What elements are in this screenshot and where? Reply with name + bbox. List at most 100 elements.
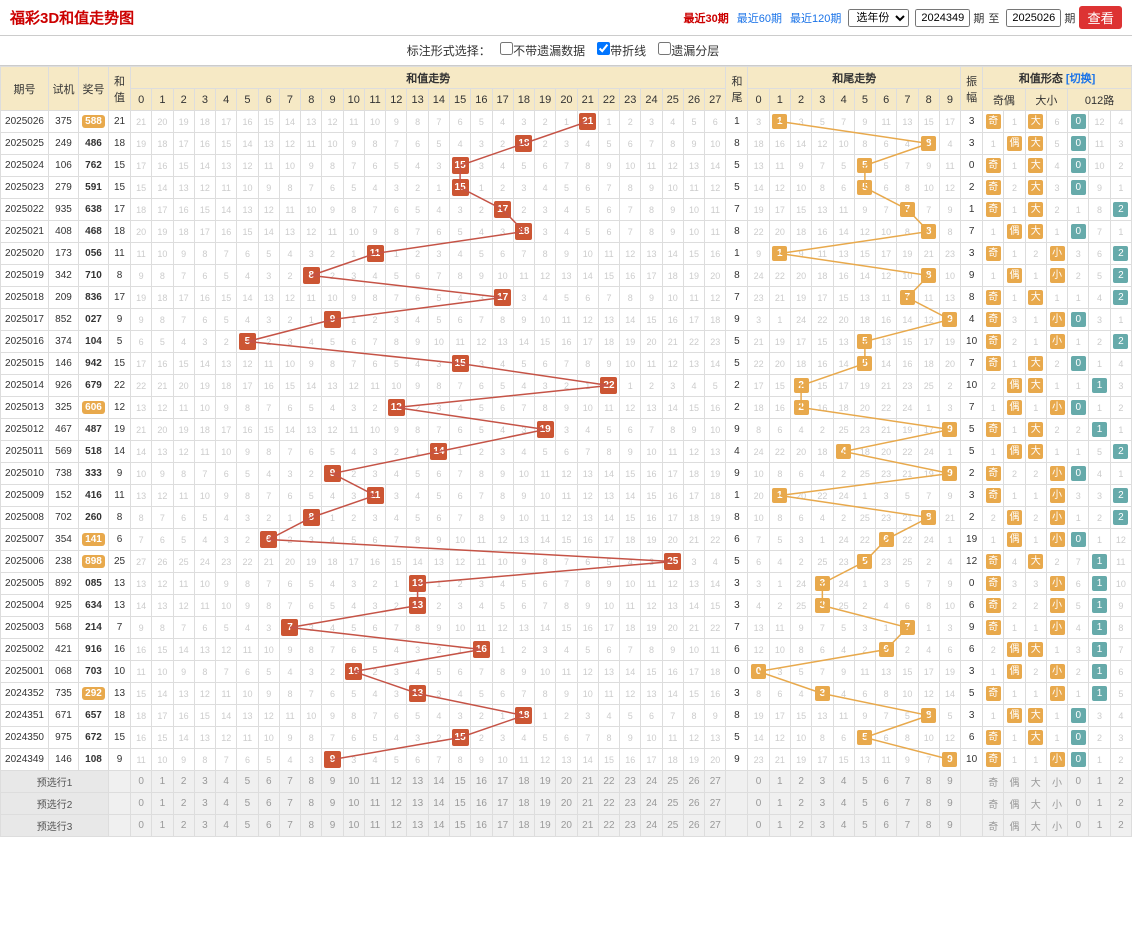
- pat-odd-miss: 1: [983, 529, 1004, 551]
- trend-miss: 12: [152, 573, 173, 595]
- option-0[interactable]: 不带遗漏数据: [500, 44, 585, 58]
- period-link-2[interactable]: 最近120期: [790, 13, 841, 25]
- trend-miss: 12: [216, 639, 237, 661]
- period-link-1[interactable]: 最近60期: [737, 13, 782, 25]
- from-issue-input[interactable]: [915, 9, 970, 27]
- trend-miss: 9: [216, 397, 237, 419]
- trend-miss: 7: [194, 463, 215, 485]
- table-row: 2025026375588212120191817161514131211109…: [1, 111, 1132, 133]
- tail-miss: 2: [833, 507, 854, 529]
- tail-miss: 20: [748, 485, 769, 507]
- trend-miss: 6: [407, 133, 428, 155]
- trend-miss: 16: [577, 617, 598, 639]
- trend-miss: 3: [641, 551, 662, 573]
- trend-miss: 6: [705, 111, 726, 133]
- trend-miss: 4: [364, 749, 385, 771]
- pat-route-miss-2: 4: [1110, 353, 1131, 375]
- pat-odd-miss: 2: [983, 639, 1004, 661]
- pat-route-miss-0: 2: [1068, 419, 1089, 441]
- trend-miss: 13: [216, 353, 237, 375]
- pat-big: 大: [1025, 419, 1046, 441]
- tail-miss: 21: [897, 507, 918, 529]
- th-bigsmall: 大小: [1025, 89, 1068, 111]
- pat-small-miss: 2: [1046, 199, 1067, 221]
- trend-miss: 11: [343, 111, 364, 133]
- trend-miss: 5: [194, 507, 215, 529]
- tail-miss: 13: [854, 749, 875, 771]
- trend-miss: 6: [598, 639, 619, 661]
- option-2[interactable]: 遗漏分层: [658, 44, 719, 58]
- pred-row[interactable]: 预选行3012345678910111213141516171819202122…: [1, 815, 1132, 837]
- trend-miss: 12: [194, 177, 215, 199]
- trend-miss: 2: [449, 573, 470, 595]
- trend-hit: 13: [407, 595, 428, 617]
- trend-miss: 7: [216, 243, 237, 265]
- trend-miss: 6: [237, 749, 258, 771]
- cell-issue: 2025021: [1, 221, 49, 243]
- period-link-0[interactable]: 最近30期: [683, 13, 728, 25]
- cell-trial: 568: [49, 617, 79, 639]
- trend-miss: 8: [279, 177, 300, 199]
- trend-miss: 2: [343, 463, 364, 485]
- tail-miss: 15: [854, 243, 875, 265]
- tail-miss: 10: [939, 595, 960, 617]
- trend-miss: 21: [258, 551, 279, 573]
- pat-route-1: 1: [1089, 639, 1110, 661]
- tail-miss: 16: [812, 353, 833, 375]
- switch-link[interactable]: [切换]: [1066, 73, 1095, 85]
- tail-miss: 17: [939, 111, 960, 133]
- trend-miss: 12: [322, 111, 343, 133]
- trend-miss: 4: [216, 507, 237, 529]
- cell-amp: 3: [961, 243, 983, 265]
- cell-tail: 7: [726, 199, 748, 221]
- trend-miss: 21: [152, 375, 173, 397]
- trend-miss: 5: [407, 705, 428, 727]
- option-1[interactable]: 带折线: [597, 44, 646, 58]
- cell-trial: 892: [49, 573, 79, 595]
- pat-route-miss-0: 7: [1068, 551, 1089, 573]
- tail-miss: 23: [939, 243, 960, 265]
- tail-miss: 15: [918, 111, 939, 133]
- pat-small: 小: [1046, 331, 1067, 353]
- pred-row[interactable]: 预选行2012345678910111213141516171819202122…: [1, 793, 1132, 815]
- view-button[interactable]: 查看: [1079, 6, 1122, 29]
- cell-issue: 2025007: [1, 529, 49, 551]
- trend-miss: 14: [194, 353, 215, 375]
- cell-win: 638: [79, 199, 109, 221]
- trend-miss: 15: [683, 397, 704, 419]
- trend-miss: 15: [194, 199, 215, 221]
- trend-miss: 3: [556, 419, 577, 441]
- to-issue-input[interactable]: [1006, 9, 1061, 27]
- pred-row[interactable]: 预选行1012345678910111213141516171819202122…: [1, 771, 1132, 793]
- trend-hit: 15: [449, 177, 470, 199]
- tail-miss: 13: [812, 705, 833, 727]
- pat-route-miss-2: 6: [1110, 661, 1131, 683]
- cell-win: 606: [79, 397, 109, 419]
- trend-miss: 21: [683, 529, 704, 551]
- trend-miss: 5: [683, 111, 704, 133]
- trend-miss: 15: [641, 485, 662, 507]
- tail-miss: 6: [854, 683, 875, 705]
- cell-trial: 354: [49, 529, 79, 551]
- pat-big-miss: 2: [1025, 595, 1046, 617]
- trend-miss: 3: [279, 463, 300, 485]
- trend-miss: 5: [598, 133, 619, 155]
- trend-miss: 2: [216, 331, 237, 353]
- trend-miss: 20: [705, 749, 726, 771]
- table-row: 2025017852027998765432191234567891011121…: [1, 309, 1132, 331]
- trend-miss: 7: [556, 353, 577, 375]
- cell-amp: 3: [961, 705, 983, 727]
- trend-miss: 3: [492, 441, 513, 463]
- tail-miss: 8: [897, 177, 918, 199]
- trend-miss: 8: [683, 705, 704, 727]
- year-select[interactable]: 选年份: [848, 9, 909, 27]
- trend-miss: 11: [364, 375, 385, 397]
- trend-miss: 2: [428, 727, 449, 749]
- tail-miss: 14: [748, 177, 769, 199]
- trend-hit: 17: [492, 199, 513, 221]
- trend-miss: 19: [641, 529, 662, 551]
- trend-miss: 7: [428, 749, 449, 771]
- tail-miss: 21: [876, 375, 897, 397]
- trend-miss: 8: [194, 749, 215, 771]
- trend-miss: 1: [492, 639, 513, 661]
